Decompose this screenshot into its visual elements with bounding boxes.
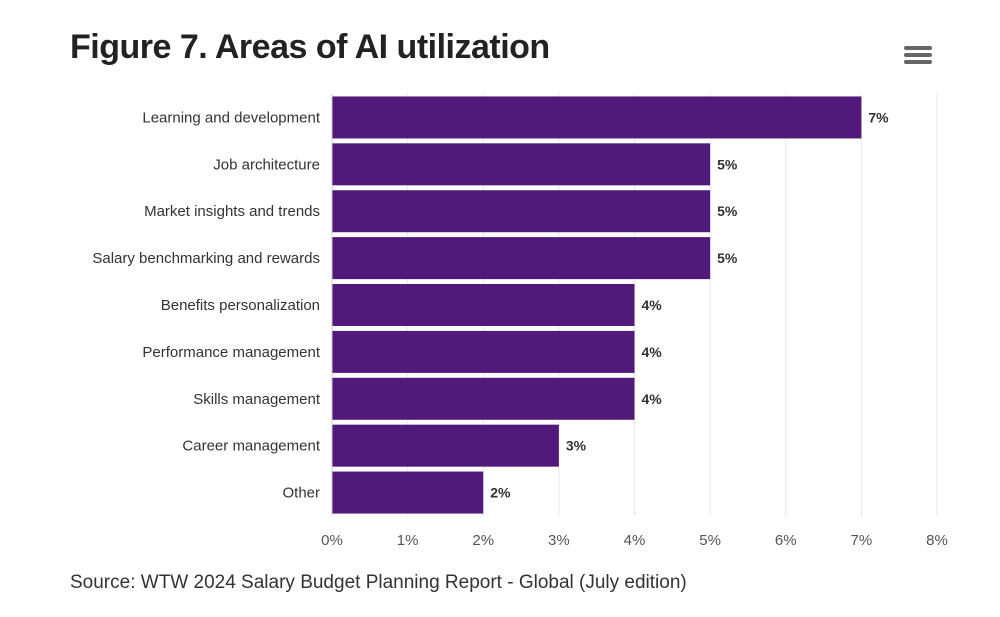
- data-label-7: 3%: [566, 438, 587, 454]
- chart-menu-button[interactable]: [904, 44, 932, 70]
- data-label-0: 7%: [868, 109, 889, 125]
- chart-source: Source: WTW 2024 Salary Budget Planning …: [70, 572, 687, 593]
- category-label-7: Career management: [182, 438, 320, 455]
- category-label-2: Market insights and trends: [144, 203, 320, 220]
- bar-1: [332, 143, 711, 186]
- data-label-5: 4%: [642, 344, 663, 360]
- bar-3: [332, 237, 711, 280]
- x-tick-label-4: 4%: [624, 532, 646, 549]
- x-tick-label-2: 2%: [472, 532, 494, 549]
- data-label-1: 5%: [717, 156, 738, 172]
- category-label-6: Skills management: [193, 391, 321, 408]
- data-label-6: 4%: [642, 391, 663, 407]
- data-label-2: 5%: [717, 203, 738, 219]
- x-tick-label-5: 5%: [699, 532, 721, 549]
- bar-6: [332, 377, 635, 420]
- category-label-4: Benefits personalization: [161, 297, 320, 314]
- bar-8: [332, 471, 484, 514]
- data-label-8: 2%: [490, 485, 511, 501]
- data-label-3: 5%: [717, 250, 738, 266]
- bar-7: [332, 424, 559, 467]
- bar-4: [332, 284, 635, 326]
- hamburger-menu-icon: [904, 46, 932, 50]
- x-tick-label-1: 1%: [397, 532, 419, 549]
- category-label-8: Other: [282, 485, 320, 502]
- bar-0: [332, 96, 862, 139]
- x-tick-label-0: 0%: [321, 532, 343, 549]
- bar-5: [332, 330, 635, 373]
- x-tick-label-3: 3%: [548, 532, 570, 549]
- category-label-1: Job architecture: [213, 156, 320, 173]
- chart-title: Figure 7. Areas of AI utilization: [70, 28, 550, 66]
- data-label-4: 4%: [642, 297, 663, 313]
- x-tick-label-7: 7%: [851, 532, 873, 549]
- category-label-0: Learning and development: [142, 109, 320, 126]
- category-label-3: Salary benchmarking and rewards: [92, 250, 320, 267]
- x-tick-label-6: 6%: [775, 532, 797, 549]
- x-tick-label-8: 8%: [926, 532, 948, 549]
- bar-2: [332, 190, 711, 233]
- category-label-5: Performance management: [142, 344, 320, 361]
